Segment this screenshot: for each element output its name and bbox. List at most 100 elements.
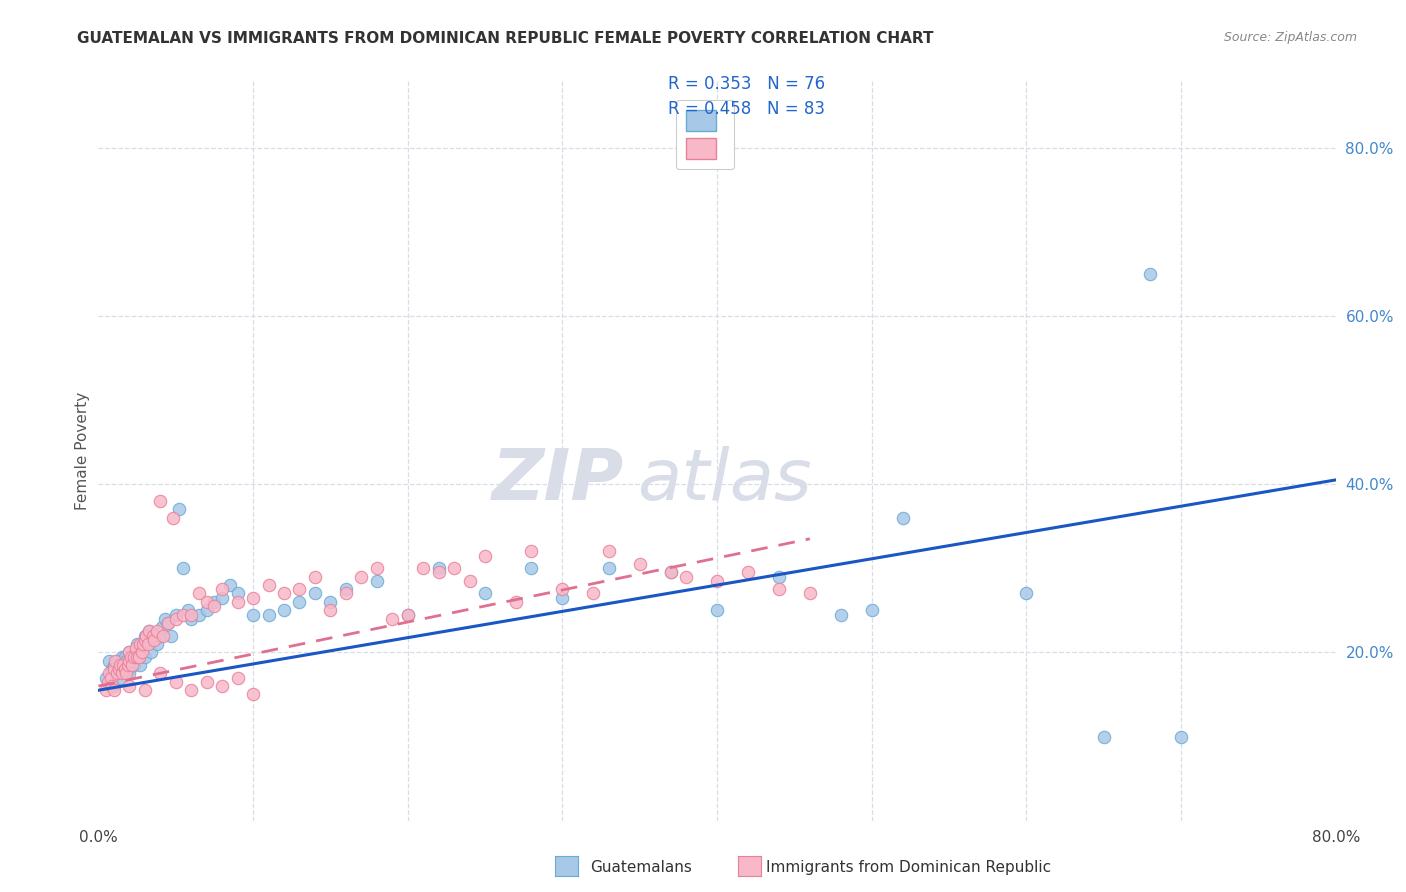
Point <box>219 578 242 592</box>
Text: R = 0.353   N = 76: R = 0.353 N = 76 <box>668 75 825 93</box>
Point <box>443 561 465 575</box>
Point <box>335 586 357 600</box>
Point <box>860 603 883 617</box>
Point <box>257 607 280 622</box>
Point <box>146 637 169 651</box>
Point <box>204 595 226 609</box>
Point <box>706 574 728 588</box>
Point <box>118 645 141 659</box>
Point <box>134 628 156 642</box>
Point <box>149 494 172 508</box>
Point <box>350 569 373 583</box>
Point <box>165 612 187 626</box>
Point <box>118 679 141 693</box>
Text: atlas: atlas <box>637 446 811 515</box>
Point <box>122 649 145 664</box>
Point <box>138 624 160 639</box>
Point <box>157 615 180 630</box>
Point <box>105 654 128 668</box>
Point <box>628 557 651 571</box>
Point <box>103 658 125 673</box>
Point <box>366 574 388 588</box>
Point <box>706 603 728 617</box>
Point <box>304 586 326 600</box>
Point <box>107 666 129 681</box>
Point <box>129 658 152 673</box>
Point <box>128 649 150 664</box>
Point <box>273 586 295 600</box>
Point <box>135 637 157 651</box>
Point <box>150 620 173 634</box>
Point <box>114 662 136 676</box>
Point <box>135 628 157 642</box>
Point <box>162 510 184 524</box>
Point <box>830 607 852 622</box>
Point <box>1015 586 1038 600</box>
Point <box>180 683 202 698</box>
Point <box>103 679 125 693</box>
Point <box>551 582 574 597</box>
Point <box>134 632 156 647</box>
Point <box>105 666 128 681</box>
Point <box>474 549 496 563</box>
Point <box>226 595 249 609</box>
Point <box>143 628 166 642</box>
Point <box>120 649 142 664</box>
Point <box>127 637 149 651</box>
Point <box>134 649 156 664</box>
Point <box>319 595 342 609</box>
Point <box>505 595 527 609</box>
Point <box>136 637 159 651</box>
Point <box>132 637 155 651</box>
Point <box>118 654 141 668</box>
Point <box>141 632 165 647</box>
Text: R = 0.458   N = 83: R = 0.458 N = 83 <box>668 100 825 118</box>
Point <box>128 649 150 664</box>
Point <box>101 679 124 693</box>
Point <box>396 607 419 622</box>
Point <box>180 612 202 626</box>
Legend: , : , <box>675 100 734 169</box>
Point <box>598 561 620 575</box>
Point <box>124 649 146 664</box>
Point <box>211 582 233 597</box>
Point <box>195 603 218 617</box>
Point <box>188 586 211 600</box>
Point <box>131 645 153 659</box>
Point <box>659 566 682 580</box>
Point <box>149 666 172 681</box>
Point <box>118 666 141 681</box>
Text: ZIP: ZIP <box>492 446 624 515</box>
Point <box>582 586 605 600</box>
Point <box>96 671 118 685</box>
Point <box>172 561 194 575</box>
Point <box>659 566 682 580</box>
Point <box>211 591 233 605</box>
Point <box>366 561 388 575</box>
Point <box>157 615 180 630</box>
Point <box>427 561 450 575</box>
Point <box>96 683 118 698</box>
Point <box>165 674 187 689</box>
Point <box>117 662 139 676</box>
Point <box>121 658 143 673</box>
Point <box>112 658 135 673</box>
Point <box>118 645 141 659</box>
Point <box>146 624 169 639</box>
Point <box>100 671 122 685</box>
Point <box>103 683 125 698</box>
Point <box>167 502 190 516</box>
Text: GUATEMALAN VS IMMIGRANTS FROM DOMINICAN REPUBLIC FEMALE POVERTY CORRELATION CHAR: GUATEMALAN VS IMMIGRANTS FROM DOMINICAN … <box>77 31 934 46</box>
Point <box>117 658 139 673</box>
Point <box>127 645 149 659</box>
Point <box>111 662 132 676</box>
Point <box>188 607 211 622</box>
Point <box>204 599 226 613</box>
Text: Immigrants from Dominican Republic: Immigrants from Dominican Republic <box>766 860 1052 874</box>
Point <box>412 561 434 575</box>
Point <box>172 607 194 622</box>
Point <box>768 582 790 597</box>
Point <box>195 595 218 609</box>
Point <box>129 637 152 651</box>
Point <box>242 688 264 702</box>
